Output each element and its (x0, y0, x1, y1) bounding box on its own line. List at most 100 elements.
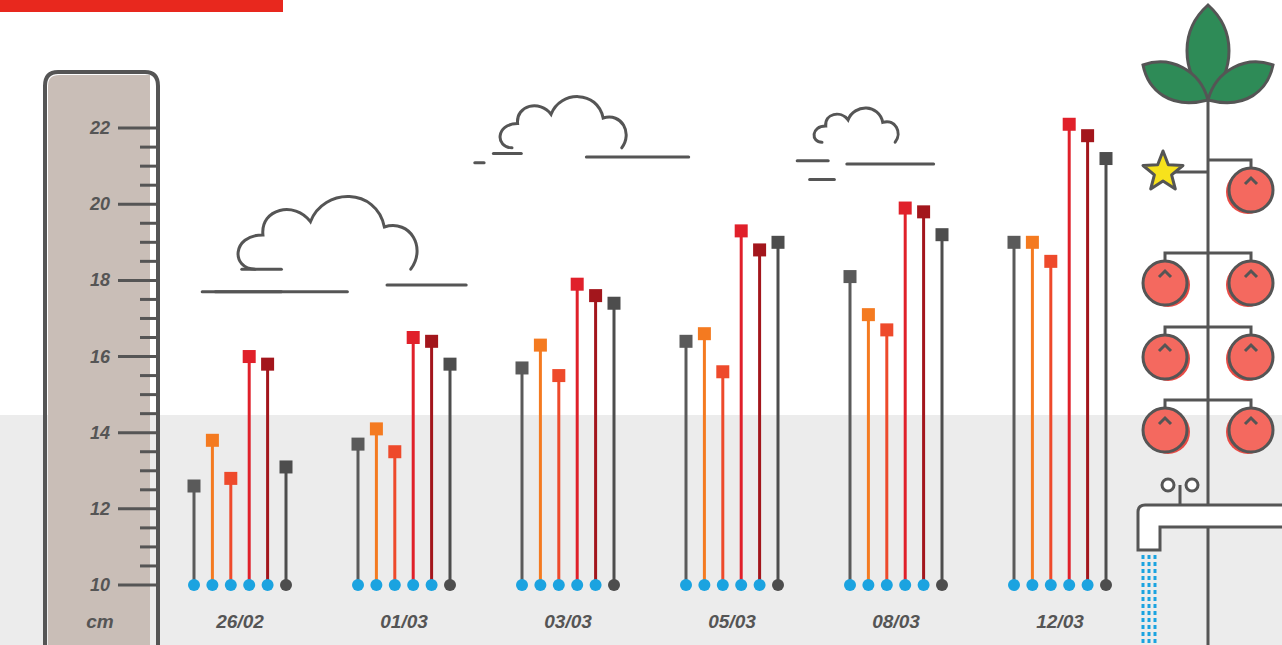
stem-head (352, 438, 365, 451)
base-dot (426, 579, 438, 591)
minor-tick (140, 545, 158, 548)
base-dot (188, 579, 200, 591)
y-tick-label: 22 (89, 118, 110, 138)
base-dot (534, 579, 546, 591)
stem (285, 467, 288, 585)
base-dot (608, 579, 620, 591)
base-dot (844, 579, 856, 591)
stem-head (571, 278, 584, 291)
stem (430, 341, 433, 585)
cloud-line (215, 290, 347, 293)
stem-head (206, 434, 219, 447)
minor-tick (140, 165, 158, 168)
stem-head (880, 323, 893, 336)
x-tick-label: 08/03 (872, 611, 920, 632)
base-dot (370, 579, 382, 591)
y-tick-label: 14 (90, 423, 110, 443)
stem (1013, 242, 1016, 585)
y-tick (118, 431, 158, 434)
banner (0, 0, 283, 12)
cloud-line (810, 178, 835, 181)
tomato (1229, 168, 1273, 212)
y-tick-label: 16 (90, 347, 111, 367)
x-tick-label: 26/02 (215, 611, 264, 632)
stem (229, 478, 232, 585)
tomato-top (1245, 271, 1257, 277)
minor-tick (140, 184, 158, 187)
base-dot (553, 579, 565, 591)
cloud-line (586, 156, 688, 159)
base-dot (754, 579, 766, 591)
stem-head (608, 297, 621, 310)
stem-head (772, 236, 785, 249)
stem (1105, 159, 1108, 585)
tomato (1143, 408, 1187, 452)
stem (703, 334, 706, 585)
background-band (0, 415, 1282, 645)
stem-head (753, 243, 766, 256)
x-tick-label: 05/03 (708, 611, 756, 632)
leaf (1208, 62, 1273, 103)
stem-head (444, 358, 457, 371)
y-tick-label: 12 (90, 499, 110, 519)
stem (1049, 261, 1052, 585)
minor-tick (140, 146, 158, 149)
stem (193, 486, 196, 585)
minor-tick (140, 469, 158, 472)
base-dot (1082, 579, 1094, 591)
base-dot (735, 579, 747, 591)
water (1142, 555, 1145, 645)
stem (375, 429, 378, 585)
base-dot (918, 579, 930, 591)
base-dot (280, 579, 292, 591)
faucet-handle (1162, 479, 1174, 491)
y-tick-label: 18 (90, 270, 110, 290)
tomato (1143, 335, 1187, 379)
y-tick (118, 584, 158, 587)
cloud-line (387, 284, 466, 287)
minor-tick (140, 374, 158, 377)
minor-tick (140, 564, 158, 567)
water (1154, 555, 1157, 645)
base-dot (590, 579, 602, 591)
x-tick-label: 12/03 (1036, 611, 1084, 632)
stem (576, 284, 579, 585)
cloud (202, 197, 466, 292)
chart: 10121416182022cm26/0201/0303/0305/0308/0… (0, 0, 1282, 645)
base-dot (571, 579, 583, 591)
base-dot (262, 579, 274, 591)
branch (1175, 171, 1208, 174)
base-dot (698, 579, 710, 591)
tomato-top (1245, 418, 1257, 424)
base-dot (899, 579, 911, 591)
stem-head (188, 480, 201, 493)
base-dot (680, 579, 692, 591)
stem (449, 364, 452, 585)
tomato-top (1245, 178, 1257, 184)
stem-head (370, 422, 383, 435)
base-dot (516, 579, 528, 591)
minor-tick (140, 393, 158, 396)
minor-tick (140, 412, 158, 415)
y-tick (118, 203, 158, 206)
stem (357, 444, 360, 585)
stem-head (698, 327, 711, 340)
stem-head (844, 270, 857, 283)
cloud-outline (238, 197, 417, 270)
cloud-line (242, 268, 282, 271)
cloud-outline (814, 108, 898, 142)
base-dot (225, 579, 237, 591)
tomato (1229, 335, 1273, 379)
stem-head (243, 350, 256, 363)
base-dots (188, 579, 1112, 591)
minor-tick (140, 260, 158, 263)
stem (885, 330, 888, 585)
stem-plant (1207, 100, 1210, 645)
minor-tick (140, 317, 158, 320)
water (1148, 555, 1151, 645)
minor-tick (140, 450, 158, 453)
stem (904, 208, 907, 585)
stem-head (261, 358, 274, 371)
stem (1031, 242, 1034, 585)
base-dot (444, 579, 456, 591)
